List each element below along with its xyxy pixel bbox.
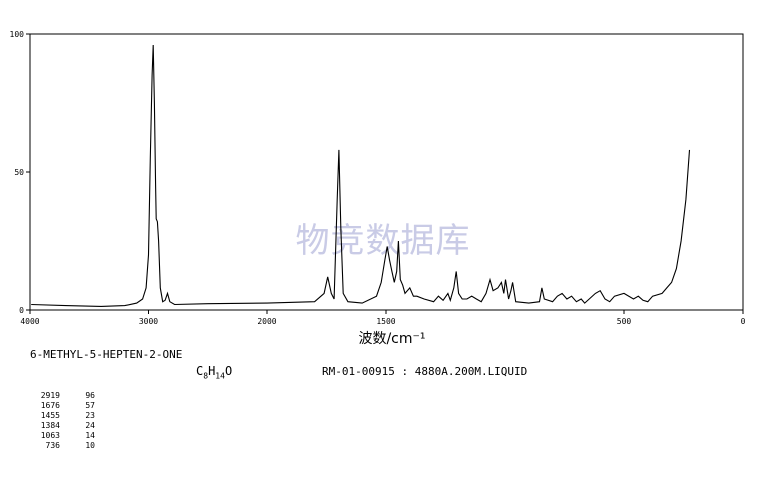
peak-row: 736 10 <box>30 441 95 451</box>
x-tick-label: 1500 <box>376 317 395 326</box>
peak-table: 2919 96 1676 57 1455 23 1384 24 1063 14 736 10 <box>30 391 95 451</box>
y-tick-label: 50 <box>14 168 24 177</box>
x-tick-label: 2000 <box>257 317 276 326</box>
x-tick-label: 0 <box>741 317 746 326</box>
y-tick-label: 0 <box>19 306 24 315</box>
y-tick-label: 100 <box>10 30 25 39</box>
formula-c-count: 8 <box>203 371 209 381</box>
formula-h-count: 14 <box>215 371 225 381</box>
plot-frame <box>29 33 744 311</box>
peak-value: 24 <box>85 421 95 430</box>
formula-h: H <box>208 364 216 378</box>
peak-wavenumber: 2919 <box>40 391 60 400</box>
formula-o: O <box>224 364 233 378</box>
peak-value: 23 <box>85 411 95 420</box>
peak-row: 1063 14 <box>30 431 95 441</box>
x-tick-label: 3000 <box>139 317 158 326</box>
x-tick-label: 4000 <box>20 317 39 326</box>
peak-wavenumber: 1455 <box>40 411 60 420</box>
peak-wavenumber: 736 <box>45 441 60 450</box>
x-axis-label: 波数/cm⁻¹ <box>358 331 425 347</box>
spectrum-line <box>31 44 691 307</box>
formula-c: C <box>196 364 204 378</box>
peak-row: 1384 24 <box>30 421 95 431</box>
peak-value: 14 <box>85 431 95 440</box>
peak-value: 96 <box>85 391 95 400</box>
peak-row: 1455 23 <box>30 411 95 421</box>
molecular-formula: C8H14O <box>196 364 232 380</box>
peak-wavenumber: 1384 <box>40 421 60 430</box>
peak-value: 10 <box>85 441 95 450</box>
x-tick-label: 500 <box>617 317 632 326</box>
peak-wavenumber: 1063 <box>40 431 60 440</box>
peak-value: 57 <box>85 401 95 410</box>
record-info: RM-01-00915 : 4880A.200M.LIQUID <box>322 365 528 378</box>
peak-row: 1676 57 <box>30 401 95 411</box>
axis-ticks: 4000 3000 2000 1500 500 0 0 50 100 <box>10 30 746 326</box>
watermark: 物竞数据库 <box>296 221 471 261</box>
compound-name: 6-METHYL-5-HEPTEN-2-ONE <box>30 348 183 361</box>
peak-row: 2919 96 <box>30 391 95 401</box>
peak-wavenumber: 1676 <box>40 401 60 410</box>
